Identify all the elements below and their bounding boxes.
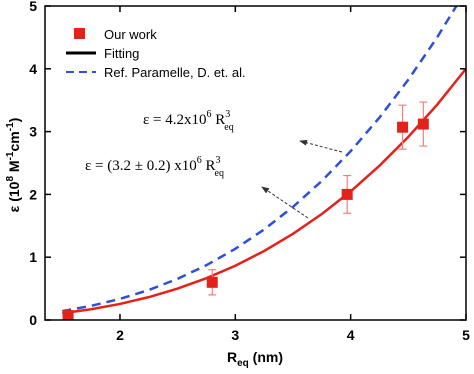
y-tick-label: 2 xyxy=(29,186,37,202)
annotation-arrow xyxy=(261,186,309,219)
legend-label: Ref. Paramelle, D. et. al. xyxy=(104,65,246,80)
fit-line xyxy=(62,68,466,315)
data-point xyxy=(417,118,429,130)
annotation-arrow xyxy=(299,139,343,153)
y-tick-label: 3 xyxy=(29,124,37,140)
frame xyxy=(44,5,467,321)
dashed-line xyxy=(62,6,458,313)
data-point xyxy=(397,121,409,133)
x-tick-label: 4 xyxy=(347,327,355,343)
legend-label: Fitting xyxy=(104,46,139,61)
legend-label: Our work xyxy=(104,27,157,42)
y-tick-label: 0 xyxy=(29,312,37,328)
legend-marker xyxy=(74,28,85,39)
y-tick-label: 4 xyxy=(29,61,37,77)
y-tick-label: 1 xyxy=(29,249,37,265)
x-tick-label: 5 xyxy=(462,327,470,343)
y-tick-label: 5 xyxy=(29,0,37,14)
x-tick-label: 2 xyxy=(116,327,124,343)
annotation: ε = (3.2 ± 0.2) x106 R3 eq xyxy=(85,155,224,179)
data-point xyxy=(62,310,74,320)
data-point xyxy=(341,188,353,200)
y-axis-label: ε (108 M-1cm-1) xyxy=(5,118,22,213)
annotation: ε = 4.2x106 R3 eq xyxy=(143,109,234,133)
plot-area xyxy=(62,6,466,320)
data-point xyxy=(206,276,218,288)
x-axis-label: Req (nm) xyxy=(227,349,283,369)
x-tick-label: 3 xyxy=(231,327,239,343)
